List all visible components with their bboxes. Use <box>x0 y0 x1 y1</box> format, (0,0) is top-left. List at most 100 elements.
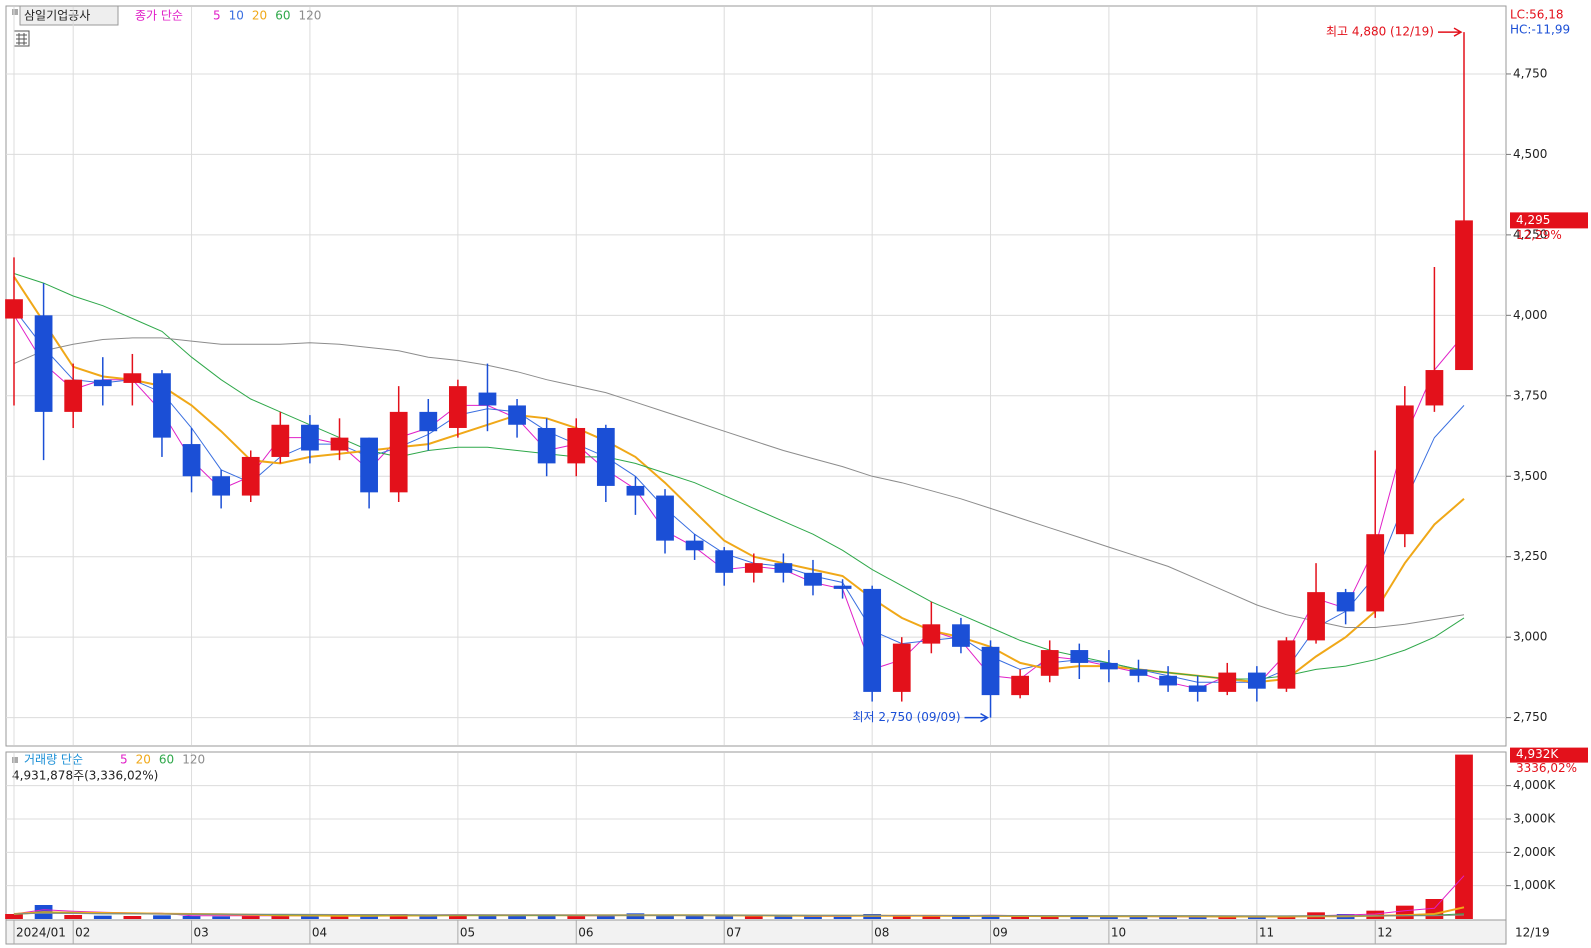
candle-body <box>508 405 526 425</box>
candle-body <box>34 315 53 412</box>
volume-bar <box>478 915 497 919</box>
candle-body <box>212 476 231 496</box>
candle-body <box>1218 672 1237 692</box>
candle-body <box>1188 685 1207 692</box>
volume-bar <box>301 916 319 919</box>
volume-bar <box>449 914 467 919</box>
bullet <box>12 757 18 763</box>
volume-bar <box>1188 917 1207 919</box>
candle-body <box>922 624 941 644</box>
volume-bar <box>952 916 970 919</box>
candle-body <box>567 427 586 464</box>
stock-title: 삼일기업공사 <box>24 9 90 23</box>
legend-entry: 60 <box>275 9 290 23</box>
candle-body <box>1336 592 1355 612</box>
x-end-label: 12/19 <box>1515 926 1550 940</box>
ma-line <box>13 912 1465 917</box>
candle-body <box>1040 650 1059 676</box>
candle-body <box>64 379 83 412</box>
volume-bar <box>419 915 438 919</box>
volume-bar <box>1070 916 1089 919</box>
volume-bar <box>5 914 23 919</box>
candle-body <box>330 437 349 451</box>
volume-bar <box>804 916 822 919</box>
stat-hc: HC:-11,99 <box>1510 23 1570 37</box>
volume-bar <box>774 916 793 919</box>
volume-bar <box>1159 917 1177 919</box>
current-volume-box <box>1510 747 1588 763</box>
price-panel <box>5 5 1507 747</box>
candle-body <box>360 437 378 493</box>
candle-body <box>478 392 497 406</box>
volume-bar <box>241 915 260 919</box>
x-tick-label: 02 <box>75 926 90 940</box>
volume-bar <box>1011 916 1029 919</box>
current-volume-change: 3336,02% <box>1516 761 1577 775</box>
volume-bar <box>1247 917 1266 919</box>
legend-entry: 20 <box>136 753 151 767</box>
current-volume: 4,932K <box>1516 747 1559 761</box>
y-tick-label: 3,500 <box>1513 469 1547 483</box>
volume-bar <box>1040 916 1059 919</box>
candle-body <box>1129 669 1148 676</box>
volume-bar <box>892 915 911 919</box>
y-tick-label: 3,750 <box>1513 388 1547 402</box>
volume-bar <box>656 915 674 919</box>
candle-body <box>449 386 467 428</box>
legend-entry: 10 <box>229 9 244 23</box>
volume-bar <box>715 916 734 919</box>
candle-body <box>1247 672 1266 689</box>
x-tick-label: 09 <box>993 926 1008 940</box>
candle-body <box>774 563 793 573</box>
volume-bar <box>685 915 704 919</box>
volume-legend-title: 거래량 단순 <box>24 753 83 767</box>
candle-body <box>1159 675 1177 686</box>
y-tick-label: 4,000K <box>1513 778 1556 792</box>
x-tick-label: 06 <box>578 926 593 940</box>
volume-bar <box>1129 917 1148 919</box>
candle-body <box>1366 534 1385 612</box>
candle-body <box>626 485 645 496</box>
y-tick-label: 4,250 <box>1513 227 1547 241</box>
legend-entry: 60 <box>159 753 174 767</box>
candle-body <box>271 424 290 457</box>
x-tick-label: 07 <box>726 926 741 940</box>
y-tick-label: 3,000 <box>1513 630 1547 644</box>
legend-entry: 5 <box>213 9 221 23</box>
y-tick-label: 3,000K <box>1513 812 1556 826</box>
candle-body <box>804 572 822 586</box>
candle-body <box>715 550 734 573</box>
legend-entry: 20 <box>252 9 267 23</box>
volume-bar <box>360 915 378 919</box>
annotation: 최저 2,750 (09/09) <box>853 710 961 724</box>
x-tick-label: 12 <box>1377 926 1392 940</box>
candle-body <box>596 427 615 486</box>
y-tick-label: 4,000 <box>1513 308 1547 322</box>
candle-body <box>1070 650 1089 663</box>
volume-bar <box>922 916 941 919</box>
candle-body <box>182 444 201 477</box>
candle-body <box>1100 662 1118 670</box>
candle-body <box>863 588 882 692</box>
grid-icon-lines <box>16 33 27 45</box>
volume-bar <box>537 915 556 919</box>
candle-body <box>1277 640 1296 689</box>
volume-bar <box>182 916 201 919</box>
annotation-arrow <box>964 712 990 723</box>
candle-body <box>1425 370 1444 406</box>
candle-body <box>1395 405 1414 535</box>
y-tick-label: 3,250 <box>1513 549 1547 563</box>
title-box <box>19 5 119 26</box>
current-change: 12,29% <box>1516 228 1562 242</box>
volume-bar <box>596 915 615 919</box>
y-tick-label: 2,750 <box>1513 710 1547 724</box>
candle-body <box>123 373 142 383</box>
candle-body <box>833 585 852 589</box>
volume-bar <box>508 916 526 919</box>
y-tick-label: 2,000K <box>1513 845 1556 859</box>
volume-bar <box>123 916 142 919</box>
volume-bar <box>1455 754 1473 919</box>
candle-body <box>744 563 763 573</box>
candle-body <box>685 540 704 551</box>
